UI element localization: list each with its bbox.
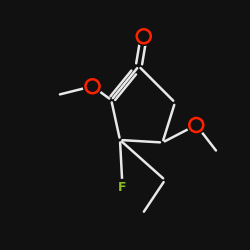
Circle shape [187,116,205,134]
Text: F: F [118,181,127,194]
Circle shape [114,180,130,196]
Circle shape [135,27,153,45]
Circle shape [84,77,102,95]
